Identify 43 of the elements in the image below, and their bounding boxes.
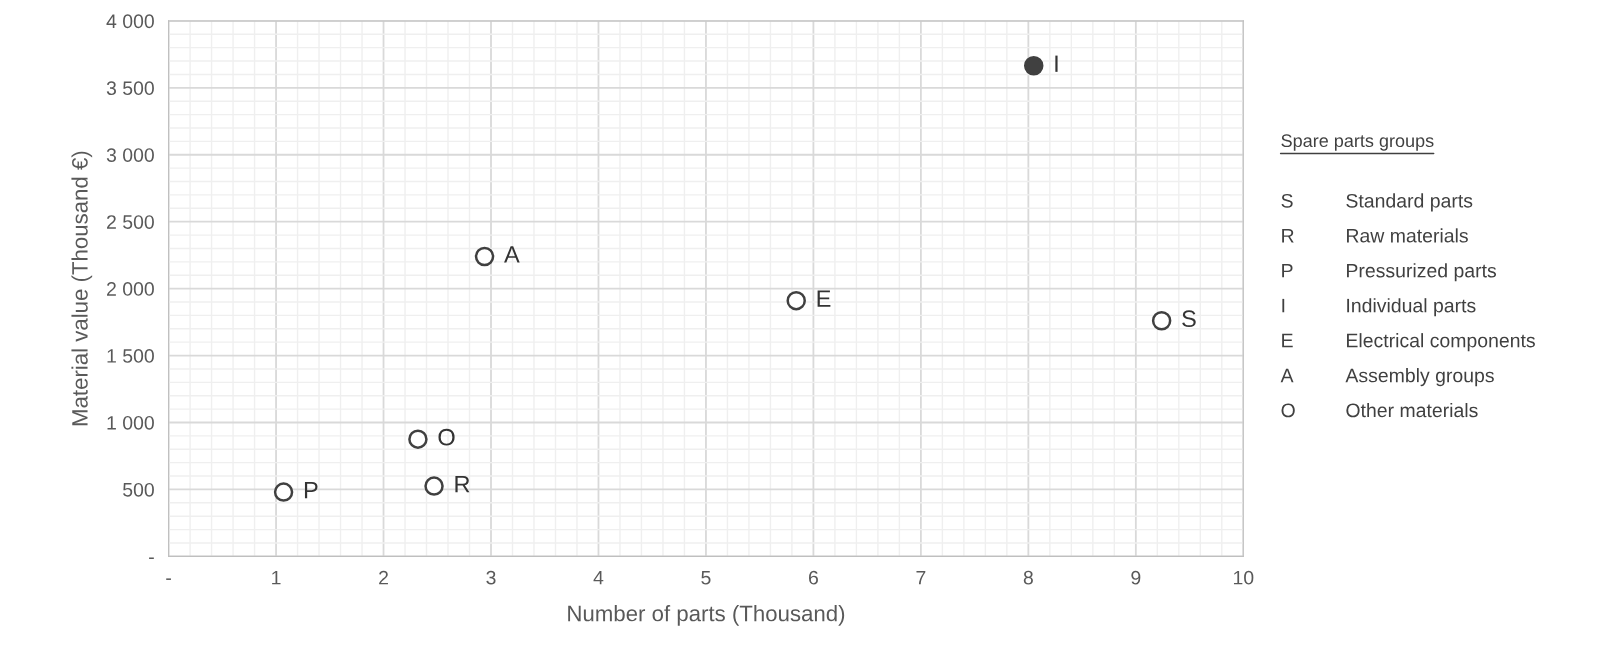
y-tick-label: 2 500: [107, 215, 154, 229]
point: [786, 290, 806, 311]
text: A Assembly groups: [1280, 368, 1494, 387]
x-tick-label: 2: [379, 570, 388, 585]
series-label: I: [1055, 55, 1058, 72]
y-tick-label: 4 000: [106, 14, 154, 29]
series-label: E: [817, 290, 831, 307]
x-tick-label: 5: [701, 570, 711, 585]
point: [273, 482, 294, 502]
x-tick-label: 3: [486, 570, 496, 585]
y-tick-label: 3 500: [106, 81, 154, 96]
point: [474, 246, 495, 267]
y-tick-label: 500: [123, 482, 154, 497]
series-label: S: [1182, 310, 1196, 328]
series-label: R: [455, 475, 470, 493]
x-axis-title: Number of parts (Thousand): [568, 605, 845, 626]
series-label: A: [504, 246, 520, 263]
text: R Raw materials: [1282, 228, 1468, 243]
x-tick-label: 4: [593, 570, 604, 585]
x-tick-label: 6: [809, 570, 818, 585]
legend-title: Spare parts groups: [1281, 134, 1434, 151]
x-tick-label: 9: [1131, 570, 1141, 585]
text: S Standard parts: [1281, 193, 1473, 212]
y-tick-label: 1 500: [107, 349, 154, 363]
series-label: O: [438, 428, 455, 446]
y-tick-label: -: [149, 557, 154, 559]
text: P Pressurized parts: [1282, 263, 1497, 282]
y-tick-label: 3 000: [106, 148, 154, 162]
text: E Electrical components: [1282, 333, 1535, 352]
text: O Other materials: [1281, 402, 1478, 418]
x-tick-label: 8: [1023, 570, 1033, 585]
y-axis-title: Material value (Thousand €): [71, 151, 93, 426]
point: [1023, 55, 1044, 76]
y-tick-label: 1 000: [107, 415, 154, 430]
text: I Individual parts: [1282, 298, 1476, 317]
series-label: P: [304, 481, 318, 499]
y-tick-label: 2 000: [107, 282, 154, 296]
point: [1151, 311, 1172, 331]
x-tick-label: 7: [916, 570, 926, 585]
point: [424, 476, 444, 496]
x-tick-label: 1: [272, 570, 281, 585]
point: [408, 429, 428, 449]
x-tick-label: 10: [1233, 570, 1254, 585]
